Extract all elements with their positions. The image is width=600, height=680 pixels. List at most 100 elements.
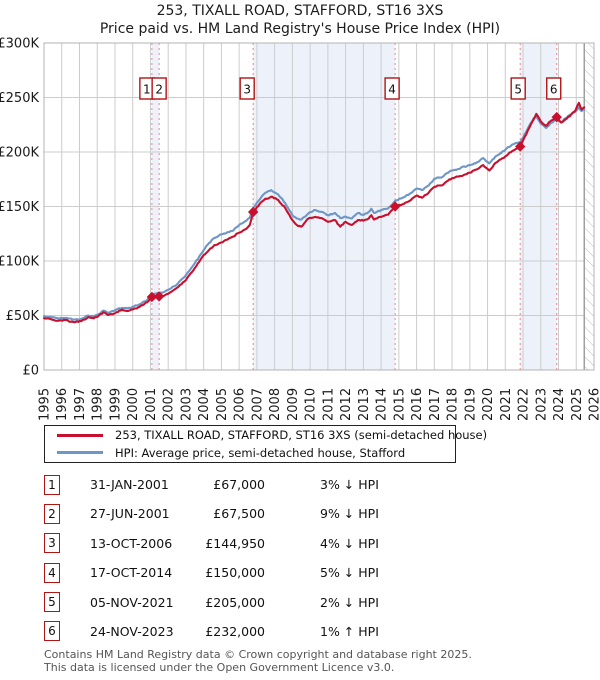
hpi-line <box>42 106 586 321</box>
transaction-hpi-diff: 1% ↑ HPI <box>320 623 379 639</box>
y-tick-label: £300K <box>0 37 39 52</box>
x-tick-label: 2009 <box>286 388 301 421</box>
plot-border <box>43 42 595 371</box>
hpi-line-swatch <box>57 451 103 455</box>
sale-point-diamond <box>514 141 526 152</box>
property-line-swatch <box>57 433 103 437</box>
y-tick-label: £150K <box>0 200 39 215</box>
transaction-price: £67,500 <box>213 506 265 522</box>
x-tick-label: 2014 <box>375 388 390 421</box>
x-tick-label: 2015 <box>392 388 407 421</box>
transaction-date: 05-NOV-2021 <box>90 594 174 610</box>
transaction-hpi-diff: 9% ↓ HPI <box>320 506 379 522</box>
x-tick-label: 1997 <box>73 388 88 421</box>
transaction-date: 17-OCT-2014 <box>90 565 173 581</box>
chart-legend: 253, TIXALL ROAD, STAFFORD, ST16 3XS (se… <box>44 425 487 463</box>
x-tick-label: 2012 <box>339 388 354 421</box>
transaction-hpi-diff: 3% ↓ HPI <box>320 477 379 492</box>
x-tick-label: 2019 <box>463 388 478 421</box>
x-tick-label: 2001 <box>144 388 159 421</box>
x-tick-label: 2006 <box>233 388 248 421</box>
x-tick-label: 2020 <box>481 388 496 421</box>
future-region <box>583 43 594 370</box>
legend-item-hpi: HPI: Average price, semi-detached house,… <box>45 446 455 461</box>
transaction-price: £232,000 <box>205 623 265 639</box>
price-history-chart: 1 2 3 4 5 6 £0 £50K £100K £150K £200K £250K £300K 199… <box>0 37 600 422</box>
x-tick-label: 2017 <box>428 388 443 421</box>
y-tick-label: £50K <box>6 309 40 324</box>
transaction-date: 31-JAN-2001 <box>90 477 169 492</box>
sale-number: 6 <box>550 83 558 97</box>
transaction-number-badge: 2 <box>44 503 60 524</box>
property-line <box>42 101 586 324</box>
y-tick-label: £100K <box>0 255 39 270</box>
x-tick-label: 2003 <box>179 388 194 421</box>
transaction-date: 24-NOV-2023 <box>90 623 174 639</box>
transaction-price: £205,000 <box>205 594 265 610</box>
x-tick-label: 2002 <box>162 388 177 421</box>
sale-markers <box>146 111 562 303</box>
x-tick-label: 2026 <box>588 388 600 421</box>
x-axis-labels: 1995 1996 1997 1998 1999 2000 2001 2002 2003 2004… <box>38 388 600 421</box>
transactions-table: 1 31-JAN-2001 £67,000 3% ↓ HPI 2 27-JUN-… <box>44 474 574 650</box>
legend-label-hpi: HPI: Average price, semi-detached house,… <box>115 445 406 460</box>
transaction-hpi-diff: 4% ↓ HPI <box>320 535 379 551</box>
x-tick-label: 2022 <box>517 388 532 421</box>
license-line-2: This data is licensed under the Open Gov… <box>44 660 395 674</box>
sale-number-box <box>510 77 526 100</box>
sale-number: 1 <box>143 83 151 97</box>
y-axis-labels: £0 £50K £100K £150K £200K £250K £300K <box>0 37 39 379</box>
legend-item-property: 253, TIXALL ROAD, STAFFORD, ST16 3XS (se… <box>45 428 487 443</box>
transaction-price: £144,950 <box>205 535 265 551</box>
x-tick-label: 1998 <box>91 388 106 421</box>
x-tick-label: 1996 <box>55 388 70 421</box>
transaction-row-1: 1 31-JAN-2001 £67,000 3% ↓ HPI <box>44 474 574 495</box>
x-tick-label: 2025 <box>570 388 585 421</box>
transaction-date: 27-JUN-2001 <box>90 506 170 522</box>
license-line-1: Contains HM Land Registry data © Crown c… <box>44 648 472 661</box>
transaction-number-badge: 3 <box>44 533 60 554</box>
sale-point-diamond <box>146 291 158 303</box>
x-tick-label: 2024 <box>552 388 567 421</box>
sale-number-box <box>546 77 562 100</box>
transaction-date: 13-OCT-2006 <box>90 535 173 551</box>
x-tick-label: 2013 <box>357 388 372 421</box>
legend-label-property: 253, TIXALL ROAD, STAFFORD, ST16 3XS (se… <box>115 428 488 443</box>
y-tick-label: £200K <box>0 146 39 161</box>
transaction-hpi-diff: 5% ↓ HPI <box>320 565 379 581</box>
x-tick-label: 2004 <box>197 388 212 421</box>
transaction-number-badge: 1 <box>44 474 60 495</box>
transaction-number-badge: 4 <box>44 562 60 583</box>
transaction-row-6: 6 24-NOV-2023 £232,000 1% ↑ HPI <box>44 621 574 642</box>
x-tick-label: 2005 <box>215 388 230 421</box>
x-tick-label: 1999 <box>108 388 123 421</box>
x-tick-label: 2016 <box>410 388 425 421</box>
sale-number: 3 <box>243 83 251 97</box>
transaction-hpi-diff: 2% ↓ HPI <box>320 594 379 610</box>
transaction-row-5: 5 05-NOV-2021 £205,000 2% ↓ HPI <box>44 592 574 613</box>
transaction-price: £67,000 <box>213 477 265 492</box>
x-tick-label: 1995 <box>38 388 53 421</box>
y-tick-label: £250K <box>0 91 39 106</box>
license-footer: Contains HM Land Registry data © Crown c… <box>44 648 472 674</box>
x-tick-label: 2007 <box>250 388 265 421</box>
sale-point-diamond <box>389 201 401 212</box>
x-tick-label: 2008 <box>268 388 283 421</box>
x-tick-label: 2023 <box>534 388 549 421</box>
sale-number-box <box>239 77 255 100</box>
transaction-number-badge: 5 <box>44 592 60 613</box>
sale-number: 4 <box>388 83 396 97</box>
x-tick-label: 2000 <box>126 388 141 421</box>
sale-number: 5 <box>514 83 522 97</box>
x-tick-label: 2010 <box>304 388 319 421</box>
sale-number-box <box>384 77 400 100</box>
sale-point-diamond <box>247 206 259 218</box>
transaction-number-badge: 6 <box>44 621 60 642</box>
sale-number: 2 <box>155 83 163 97</box>
x-tick-label: 2011 <box>321 388 336 421</box>
sale-number-box <box>151 77 167 100</box>
transaction-row-4: 4 17-OCT-2014 £150,000 5% ↓ HPI <box>44 562 574 583</box>
transaction-price: £150,000 <box>205 565 265 581</box>
